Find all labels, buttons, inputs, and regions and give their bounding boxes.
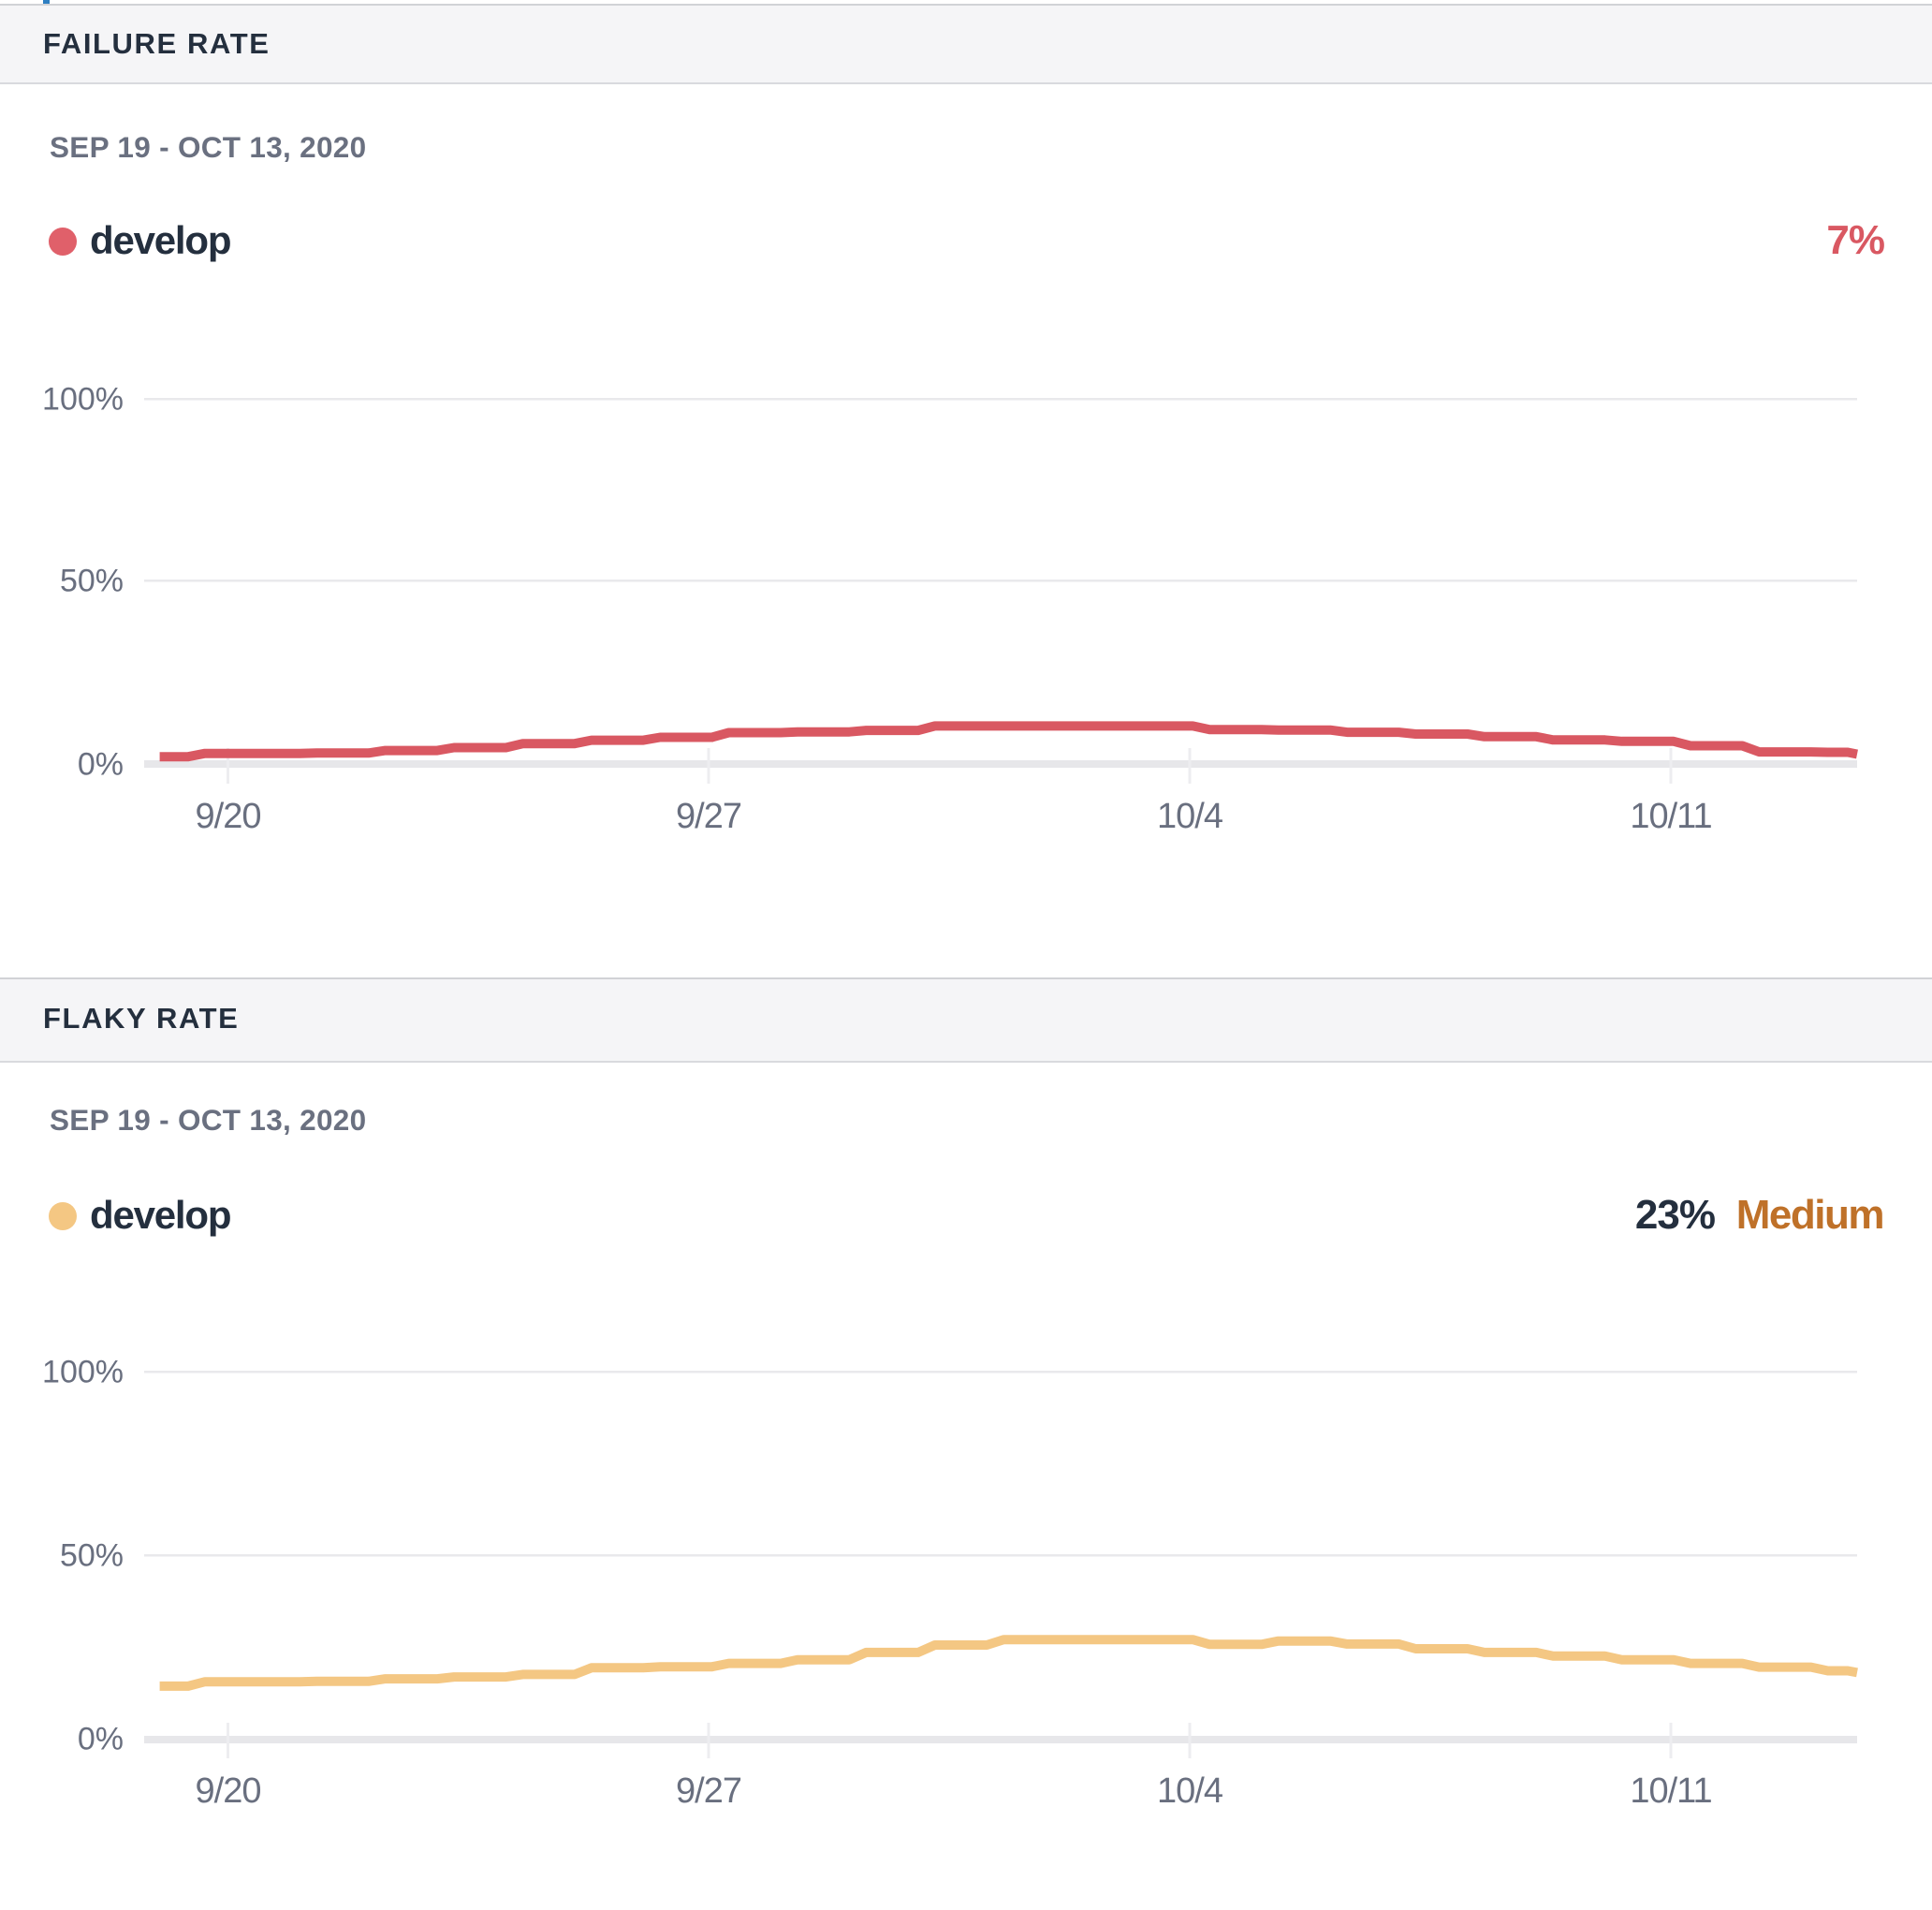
svg-text:0%: 0% [78, 1722, 124, 1757]
svg-text:10/4: 10/4 [1157, 1771, 1223, 1811]
svg-text:9/20: 9/20 [196, 1771, 261, 1811]
svg-text:10/11: 10/11 [1630, 797, 1711, 836]
svg-text:9/27: 9/27 [676, 797, 741, 836]
svg-text:50%: 50% [60, 564, 124, 599]
svg-text:0%: 0% [78, 747, 124, 783]
svg-text:50%: 50% [60, 1538, 124, 1574]
svg-text:9/20: 9/20 [196, 797, 261, 836]
svg-text:100%: 100% [42, 382, 124, 418]
svg-text:10/4: 10/4 [1157, 797, 1223, 836]
svg-text:100%: 100% [42, 1355, 124, 1390]
svg-text:9/27: 9/27 [676, 1771, 741, 1811]
svg-text:10/11: 10/11 [1630, 1771, 1711, 1811]
